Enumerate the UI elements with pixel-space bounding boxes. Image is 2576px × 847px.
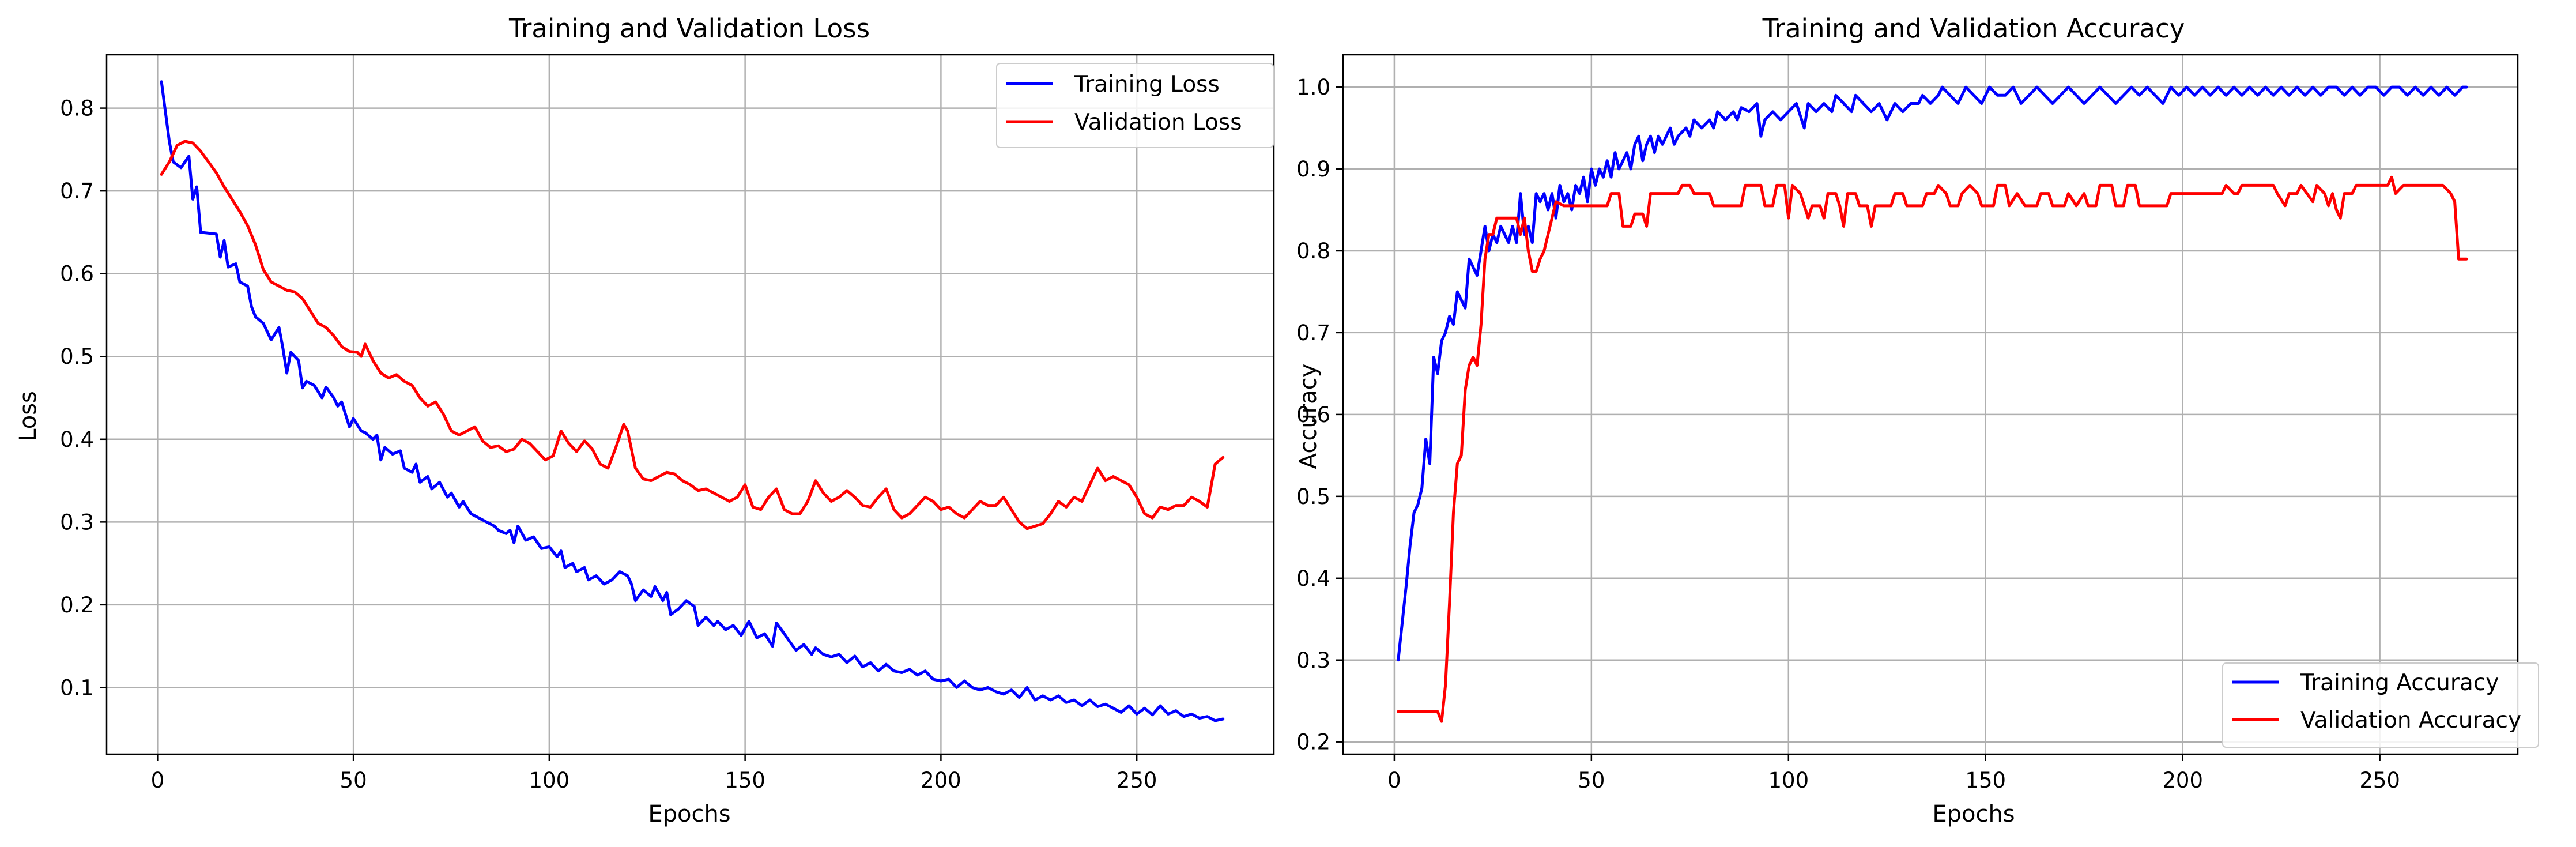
accuracy-axis-ticks: 0 50 100 150 200 250 0.2 0.3 0.4 0.5 0.6 0.7 0.8 0.9 1… (1296, 75, 2400, 793)
loss-chart: Training and Validation Loss Epochs Loss… (15, 13, 1275, 827)
accuracy-y-tick-label: 0.3 (1296, 648, 1330, 673)
accuracy-y-tick-label: 0.4 (1296, 566, 1330, 591)
loss-legend: Training Loss Validation Loss (996, 63, 1274, 148)
accuracy-y-tick-label: 0.8 (1296, 239, 1330, 263)
accuracy-x-tick-label: 250 (2359, 768, 2400, 793)
loss-x-tick-label: 200 (921, 768, 961, 793)
loss-y-tick-label: 0.7 (60, 179, 94, 204)
loss-y-tick-label: 0.2 (60, 593, 94, 618)
validation-accuracy-line (1397, 175, 2468, 723)
loss-y-axis-label: Loss (15, 391, 42, 442)
accuracy-y-tick-label: 0.9 (1296, 157, 1330, 182)
accuracy-y-axis-label: Accuracy (1295, 364, 1322, 469)
accuracy-y-tick-label: 0.7 (1296, 321, 1330, 345)
accuracy-legend: Training Accuracy Validation Accuracy (2222, 662, 2539, 748)
accuracy-plot-lines (1397, 85, 2468, 723)
accuracy-chart: Training and Validation Accuracy Epochs … (1295, 13, 2539, 827)
loss-x-tick-label: 250 (1117, 768, 1157, 793)
loss-plot-lines (160, 80, 1225, 722)
loss-y-tick-label: 0.5 (60, 344, 94, 369)
accuracy-y-tick-label: 1.0 (1296, 75, 1330, 100)
loss-y-tick-label: 0.3 (60, 510, 94, 534)
loss-x-tick-label: 50 (340, 768, 367, 793)
accuracy-chart-title: Training and Validation Accuracy (1762, 13, 2185, 44)
accuracy-x-tick-label: 50 (1578, 768, 1605, 793)
validation-loss-line (160, 140, 1225, 530)
legend-label-validation-loss: Validation Loss (1074, 110, 1242, 135)
loss-chart-title: Training and Validation Loss (508, 13, 870, 44)
legend-label-training-accuracy: Training Accuracy (2300, 670, 2499, 696)
loss-x-tick-label: 100 (529, 768, 570, 793)
accuracy-y-tick-label: 0.6 (1296, 402, 1330, 427)
loss-x-axis-label: Epochs (648, 801, 730, 827)
accuracy-x-tick-label: 0 (1387, 768, 1401, 793)
accuracy-y-tick-label: 0.5 (1296, 484, 1330, 509)
loss-y-tick-label: 0.6 (60, 262, 94, 287)
loss-y-tick-label: 0.4 (60, 427, 94, 452)
loss-axis-ticks: 0 50 100 150 200 250 0.1 0.2 0.3 0.4 0.5 0.6 0.7 0.8 (60, 96, 1157, 793)
accuracy-y-tick-label: 0.2 (1296, 730, 1330, 755)
loss-x-tick-label: 0 (151, 768, 165, 793)
training-loss-line (160, 80, 1225, 722)
accuracy-x-axis-label: Epochs (1932, 801, 2015, 827)
accuracy-x-tick-label: 150 (1965, 768, 2006, 793)
accuracy-x-tick-label: 100 (1768, 768, 1809, 793)
loss-y-tick-label: 0.8 (60, 96, 94, 121)
legend-label-validation-accuracy: Validation Accuracy (2300, 707, 2521, 733)
accuracy-plot-frame (1342, 54, 2519, 755)
loss-y-tick-label: 0.1 (60, 675, 94, 700)
accuracy-x-tick-label: 200 (2162, 768, 2203, 793)
accuracy-gridlines (1343, 55, 2518, 754)
loss-plot-frame (105, 54, 1275, 755)
legend-label-training-loss: Training Loss (1074, 71, 1220, 97)
loss-x-tick-label: 150 (725, 768, 765, 793)
